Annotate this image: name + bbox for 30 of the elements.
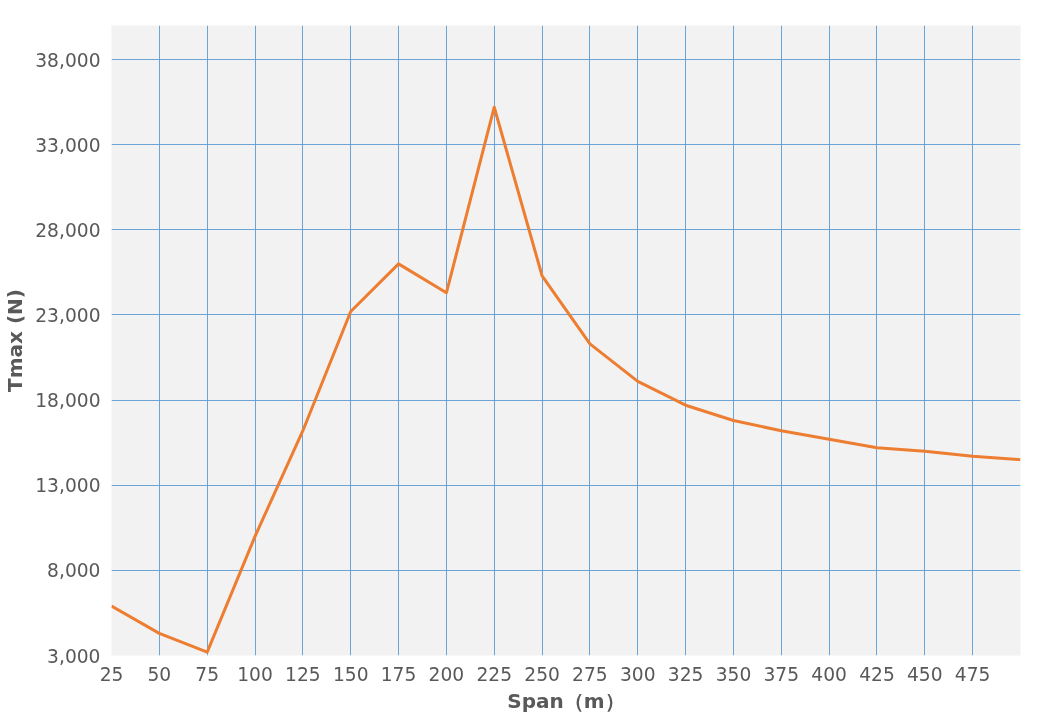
x-tick-label: 25 (99, 663, 124, 685)
x-tick-label: 450 (907, 663, 943, 685)
y-tick-label: 13,000 (35, 475, 101, 497)
y-axis-title: Tmax (N) (3, 289, 28, 392)
x-tick-label: 475 (954, 663, 991, 685)
y-tick-label: 8,000 (47, 560, 101, 582)
x-tick-label: 75 (195, 663, 220, 685)
x-tick-label: 375 (763, 663, 800, 685)
y-tick-label: 18,000 (35, 390, 101, 412)
y-tick-label: 23,000 (35, 304, 101, 326)
x-tick-label: 325 (667, 663, 704, 685)
x-tick-label: 175 (380, 663, 417, 685)
x-tick-label: 400 (811, 663, 847, 685)
x-tick-label: 225 (476, 663, 513, 685)
x-axis-title: Span（m） (507, 688, 625, 713)
x-tick-label: 50 (147, 663, 172, 685)
x-tick-label: 350 (715, 663, 752, 685)
y-tick-label: 3,000 (47, 645, 101, 667)
x-tick-label: 150 (332, 663, 369, 685)
y-tick-label: 33,000 (35, 134, 101, 156)
x-tick-label: 100 (237, 663, 273, 685)
x-tick-label: 300 (619, 663, 656, 685)
x-tick-label: 275 (572, 663, 608, 685)
line-series (111, 105, 1021, 654)
x-tick-label: 250 (524, 663, 560, 685)
x-tick-label: 425 (859, 663, 895, 685)
y-tick-label: 28,000 (35, 219, 101, 241)
x-tick-label: 125 (285, 663, 321, 685)
y-tick-label: 38,000 (35, 49, 101, 71)
x-tick-label: 200 (428, 663, 465, 685)
